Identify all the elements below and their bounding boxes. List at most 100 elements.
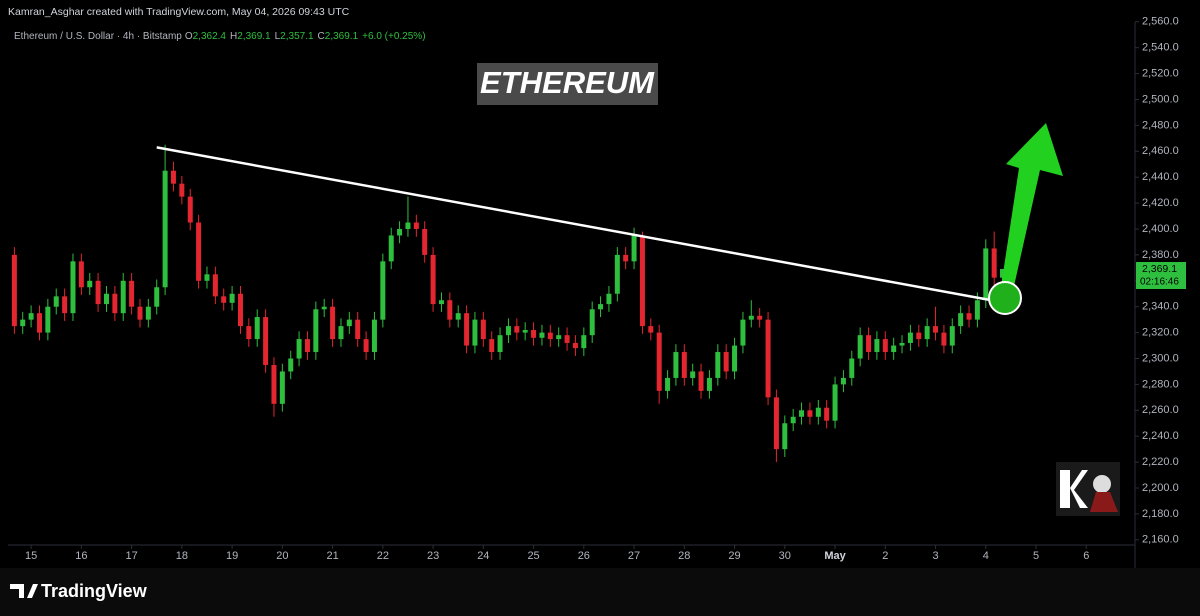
change: +6.0 (+0.25%) [362, 31, 425, 42]
candle-body [514, 326, 520, 333]
candle-body [974, 300, 980, 320]
candle-body [438, 300, 444, 305]
candle-body [480, 319, 486, 340]
last-price-label: 2,369.1 [1142, 263, 1177, 275]
watermark-logo [1056, 462, 1120, 516]
candle-body [103, 293, 109, 305]
candle-body [656, 332, 662, 391]
candle-body [363, 339, 369, 353]
candle-body [765, 319, 771, 398]
candle-body [28, 313, 34, 320]
candle-body [723, 352, 729, 372]
candle-body [916, 332, 922, 340]
candle-body [20, 319, 26, 327]
candle-body [87, 280, 93, 288]
candle-body [154, 287, 160, 307]
ohlc-key: C [318, 31, 325, 42]
x-tick-label: 26 [578, 550, 590, 562]
candle-body [840, 377, 846, 385]
candle-body [246, 326, 252, 340]
candle-body [497, 335, 503, 353]
candle-body [849, 358, 855, 378]
y-tick-label: 2,480.0 [1142, 119, 1179, 131]
x-tick-label: 19 [226, 550, 238, 562]
candle-body [874, 339, 880, 353]
y-tick-label: 2,400.0 [1142, 223, 1179, 235]
x-tick-label: 29 [728, 550, 740, 562]
y-tick-label: 2,260.0 [1142, 404, 1179, 416]
x-tick-label: 16 [75, 550, 87, 562]
candle-body [899, 342, 905, 346]
candle-body [857, 335, 863, 359]
x-tick-label: 5 [1033, 550, 1039, 562]
candle-body [715, 352, 721, 378]
candle-body [11, 254, 17, 327]
x-tick-label: 28 [678, 550, 690, 562]
candle-body [732, 345, 738, 372]
candle-body [346, 319, 352, 327]
candle-body [623, 254, 629, 262]
y-tick-label: 2,320.0 [1142, 327, 1179, 339]
candle-body [690, 371, 696, 378]
y-tick-label: 2,420.0 [1142, 197, 1179, 209]
candle-body [882, 339, 888, 353]
symbol: Ethereum / U.S. Dollar · 4h · Bitstamp [14, 31, 182, 42]
candle-body [757, 315, 763, 320]
ohlc-key: O [185, 31, 193, 42]
countdown: 02:16:46 [1140, 277, 1179, 288]
candle-body [296, 339, 302, 359]
candle-body [891, 345, 897, 353]
y-tick-label: 2,460.0 [1142, 145, 1179, 157]
x-tick-label: 23 [427, 550, 439, 562]
x-tick-label: 21 [326, 550, 338, 562]
y-tick-label: 2,520.0 [1142, 67, 1179, 79]
candle-body [221, 296, 227, 303]
candle-body [924, 326, 930, 340]
y-tick-label: 2,500.0 [1142, 93, 1179, 105]
candle-body [179, 183, 185, 197]
candle-body [45, 306, 51, 333]
last-price-tag [1136, 262, 1186, 290]
candle-body [815, 407, 821, 417]
x-tick-label: 3 [932, 550, 938, 562]
trendline [156, 146, 999, 303]
candle-body [489, 339, 495, 353]
candle-body [254, 317, 260, 340]
candle-body [145, 306, 151, 320]
x-tick-label: 27 [628, 550, 640, 562]
candle-body [371, 319, 377, 353]
candle-body [413, 222, 419, 229]
y-tick-label: 2,180.0 [1142, 508, 1179, 520]
candle-body [505, 326, 511, 336]
candle-body [572, 342, 578, 349]
x-tick-label: May [824, 550, 846, 562]
candle-body [673, 352, 679, 378]
ohlc-key: H [230, 31, 237, 42]
candle-body [1000, 269, 1006, 278]
x-tick-label: 18 [176, 550, 188, 562]
y-tick-label: 2,540.0 [1142, 42, 1179, 54]
candle-body [581, 335, 587, 349]
candle-body [338, 326, 344, 340]
y-tick-label: 2,380.0 [1142, 249, 1179, 261]
candle-body [531, 330, 537, 338]
candle-body [304, 339, 310, 353]
candle-body [598, 304, 604, 310]
candle-body [799, 410, 805, 417]
x-tick-label: 15 [25, 550, 37, 562]
y-tick-label: 2,200.0 [1142, 482, 1179, 494]
candle-body [773, 397, 779, 450]
x-tick-label: 17 [125, 550, 137, 562]
candle-body [237, 293, 243, 327]
x-tick-label: 24 [477, 550, 489, 562]
x-tick-label: 4 [983, 550, 989, 562]
candle-body [807, 410, 813, 417]
footer-bar [0, 568, 1200, 616]
y-tick-label: 2,280.0 [1142, 378, 1179, 390]
candle-body [62, 296, 68, 314]
candle-body [740, 319, 746, 346]
candle-body [321, 306, 327, 310]
candle-body [782, 423, 788, 450]
ohlc-value: 2,362.4 [193, 31, 227, 42]
candle-body [748, 315, 754, 320]
